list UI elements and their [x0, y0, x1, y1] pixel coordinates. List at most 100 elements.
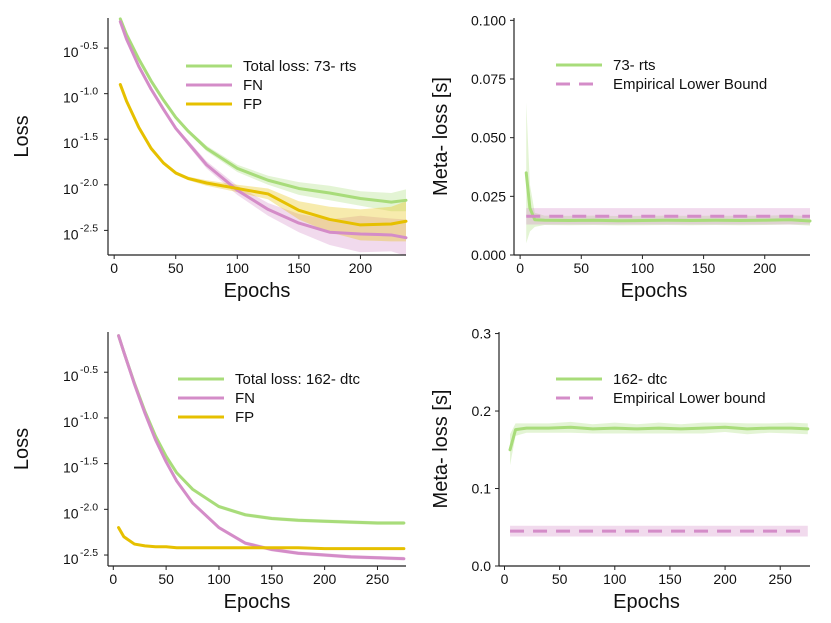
- series-line-fp: [117, 526, 406, 551]
- x-tick-label: 200: [713, 571, 737, 587]
- legend-label: Total loss: 162- dtc: [235, 371, 361, 388]
- panel-top-right-meta-loss: 0 50 100 150 200 0.000 0.025 0.050 0.075 0.100 Ep…: [430, 12, 812, 302]
- x-tick-label: 250: [366, 571, 390, 587]
- y-tick-label: 10: [63, 505, 79, 521]
- legend-label: 73- rts: [613, 57, 656, 74]
- y-tick-label: 10: [63, 368, 79, 384]
- y-tick-label: 0.000: [471, 247, 506, 263]
- x-tick-label: 200: [753, 260, 777, 276]
- x-tick-label: 50: [573, 260, 589, 276]
- series-line-fp: [118, 83, 408, 227]
- x-tick-label: 0: [516, 260, 524, 276]
- x-tick-label: 50: [552, 571, 568, 587]
- y-tick-label: 10: [63, 90, 79, 106]
- x-tick-label: 200: [313, 571, 337, 587]
- y-tick-label: 0.075: [471, 71, 506, 87]
- legend-label: FN: [243, 77, 263, 94]
- confidence-bands: [510, 421, 808, 537]
- x-tick-label: 150: [692, 260, 716, 276]
- y-tick-label: 10: [63, 414, 79, 430]
- x-tick-label: 0: [501, 571, 509, 587]
- legend: Total loss: 73- rts FN FP: [186, 58, 356, 113]
- legend-label: 162- dtc: [613, 371, 668, 388]
- y-tick-label: 10: [63, 44, 79, 60]
- x-tick-label: 100: [226, 260, 250, 276]
- axes: [104, 18, 406, 259]
- series-lines: [524, 171, 812, 223]
- x-tick-label: 100: [207, 571, 231, 587]
- x-axis-label: Epochs: [613, 591, 680, 613]
- x-tick-label: 100: [631, 260, 655, 276]
- series-lines: [118, 17, 408, 240]
- y-tick-exponent: -0.5: [80, 40, 98, 52]
- legend: 162- dtc Empirical Lower bound: [556, 371, 766, 407]
- legend-label: FN: [235, 390, 255, 407]
- x-tick-label: 150: [658, 571, 682, 587]
- series-lines: [508, 425, 810, 533]
- x-tick-label: 50: [158, 571, 174, 587]
- y-tick-label: 0.050: [471, 130, 506, 146]
- legend: Total loss: 162- dtc FN FP: [178, 371, 361, 426]
- panel-bottom-right-meta-loss: 0 50 100 150 200 250 0.0 0.1 0.2 0.3 Epochs Meta-…: [430, 326, 810, 613]
- y-tick-exponent: -2.5: [80, 547, 98, 559]
- x-axis-label: Epochs: [621, 280, 688, 302]
- legend-label: Total loss: 73- rts: [243, 58, 356, 75]
- y-tick-exponent: -1.0: [80, 410, 98, 422]
- y-axis-label: Meta- loss [s]: [430, 390, 452, 509]
- legend-label: FP: [235, 409, 254, 426]
- x-tick-label: 250: [769, 571, 793, 587]
- x-tick-label: 100: [603, 571, 627, 587]
- x-tick-label: 50: [168, 260, 184, 276]
- y-tick-label: 0.2: [472, 403, 492, 419]
- y-tick-exponent: -1.0: [80, 86, 98, 98]
- y-tick-exponent: -0.5: [80, 364, 98, 376]
- confidence-bands: [526, 102, 810, 244]
- y-tick-label: 10: [63, 226, 79, 242]
- band-162-dtc: [510, 421, 808, 466]
- y-tick-label: 10: [63, 551, 79, 567]
- series-line-162-dtc: [508, 425, 810, 452]
- series-line-fn: [118, 20, 408, 240]
- band-total-loss-73-rts: [120, 17, 406, 212]
- x-tick-label: 0: [110, 260, 118, 276]
- axes: [510, 18, 810, 259]
- y-tick-exponent: -2.0: [80, 501, 98, 513]
- series-line-fn: [117, 334, 406, 561]
- series-lines: [117, 334, 406, 561]
- y-tick-label: 0.100: [471, 12, 506, 28]
- y-tick-exponent: -2.0: [80, 177, 98, 189]
- y-tick-exponent: -1.5: [80, 456, 98, 468]
- y-axis-label: Loss: [11, 115, 33, 157]
- x-tick-label: 0: [109, 571, 117, 587]
- confidence-bands: [120, 17, 406, 256]
- band-total-loss-162-dtc: [118, 334, 404, 525]
- series-line-total-loss-73-rts: [118, 17, 408, 204]
- band-fn: [120, 19, 406, 256]
- x-axis-label: Epochs: [224, 591, 291, 613]
- y-tick-exponent: -2.5: [80, 222, 98, 234]
- y-tick-label: 0.0: [472, 558, 492, 574]
- y-tick-label: 10: [63, 135, 79, 151]
- series-line-total-loss-162-dtc: [117, 334, 406, 525]
- tick-labels: 0 50 100 150 200 250 0.0 0.1 0.2 0.3: [472, 326, 793, 587]
- legend-label: FP: [243, 96, 262, 113]
- y-axis-label: Loss: [11, 428, 33, 470]
- y-tick-label: 0.1: [472, 481, 492, 497]
- x-tick-label: 150: [287, 260, 311, 276]
- legend-label: Empirical Lower Bound: [613, 76, 767, 93]
- x-tick-label: 200: [349, 260, 373, 276]
- axes: [104, 332, 406, 570]
- legend-label: Empirical Lower bound: [613, 390, 766, 407]
- y-tick-label: 10: [63, 181, 79, 197]
- x-tick-label: 150: [260, 571, 284, 587]
- y-axis-label: Meta- loss [s]: [430, 77, 452, 196]
- y-tick-label: 0.025: [471, 188, 506, 204]
- tick-labels: 0 50 100 150 200 0.000 0.025 0.050 0.075 0.100: [471, 12, 777, 276]
- y-tick-exponent: -1.5: [80, 131, 98, 143]
- axes: [495, 332, 810, 570]
